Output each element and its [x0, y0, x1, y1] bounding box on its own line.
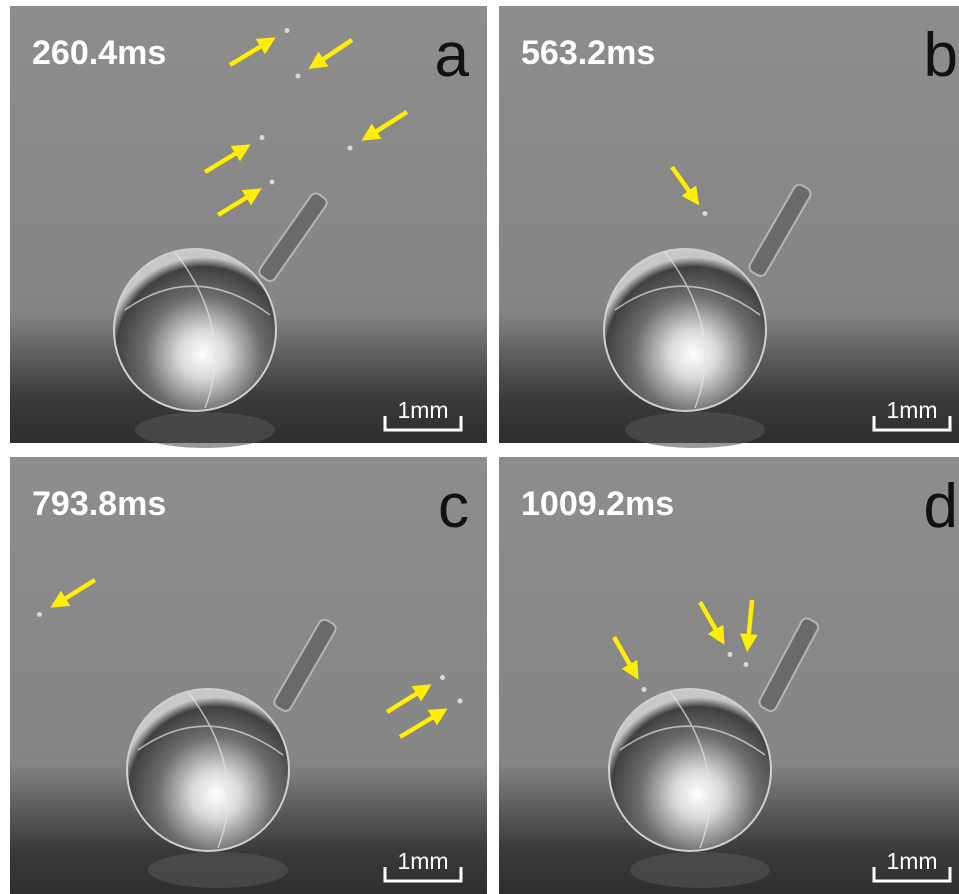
scale-bar	[383, 416, 463, 432]
sphere	[126, 688, 290, 852]
fragment	[347, 145, 353, 151]
arrow	[308, 38, 354, 69]
panel-letter: b	[924, 21, 958, 90]
arrow	[203, 144, 251, 174]
timestamp: 563.2ms	[521, 34, 655, 72]
sphere	[603, 248, 767, 412]
crack	[124, 251, 271, 409]
fragment	[457, 698, 463, 704]
panel: 1009.2ms d 1mm	[499, 457, 959, 894]
fragment	[259, 135, 265, 140]
crack	[619, 691, 766, 849]
reflection	[625, 412, 765, 448]
scale-bar	[872, 416, 952, 432]
arrow	[50, 578, 97, 608]
reflection	[148, 852, 288, 888]
crack	[137, 691, 284, 849]
needle	[758, 617, 820, 712]
fragment	[702, 211, 708, 216]
fragment	[37, 612, 42, 617]
arrow	[612, 635, 639, 680]
scale-bar	[872, 867, 952, 883]
arrow	[216, 188, 262, 217]
fragment	[284, 28, 290, 33]
reflection	[630, 852, 770, 888]
panel-letter: a	[435, 21, 470, 90]
panel-letter: c	[438, 472, 469, 541]
panel: 563.2ms b 1mm	[499, 6, 959, 448]
panel: 260.4ms a 1mm	[10, 6, 487, 448]
timestamp: 1009.2ms	[521, 485, 674, 523]
timestamp: 260.4ms	[32, 34, 166, 72]
reflection	[135, 412, 275, 448]
arrow	[228, 37, 276, 67]
sphere	[608, 688, 772, 852]
arrow	[698, 600, 725, 645]
timestamp: 793.8ms	[32, 485, 166, 523]
fragment	[295, 73, 301, 79]
arrow	[670, 165, 700, 206]
needle	[273, 618, 337, 712]
needle	[748, 183, 812, 277]
fragment	[269, 179, 275, 185]
scale-bar	[383, 867, 463, 883]
scale-label: 1mm	[886, 848, 937, 874]
panel: 793.8ms c 1mm	[10, 457, 487, 894]
fragment	[641, 687, 647, 692]
arrow	[398, 708, 448, 739]
fragment	[440, 675, 445, 680]
fragment	[727, 652, 733, 657]
panel-letter: d	[924, 472, 958, 541]
arrow	[361, 110, 409, 141]
arrow	[739, 599, 758, 652]
sphere	[113, 248, 277, 412]
needle	[258, 192, 328, 282]
scale-label: 1mm	[397, 397, 448, 423]
fragment	[743, 662, 749, 667]
scale-label: 1mm	[886, 397, 937, 423]
scale-label: 1mm	[397, 848, 448, 874]
crack	[614, 251, 761, 409]
arrow	[385, 684, 432, 714]
